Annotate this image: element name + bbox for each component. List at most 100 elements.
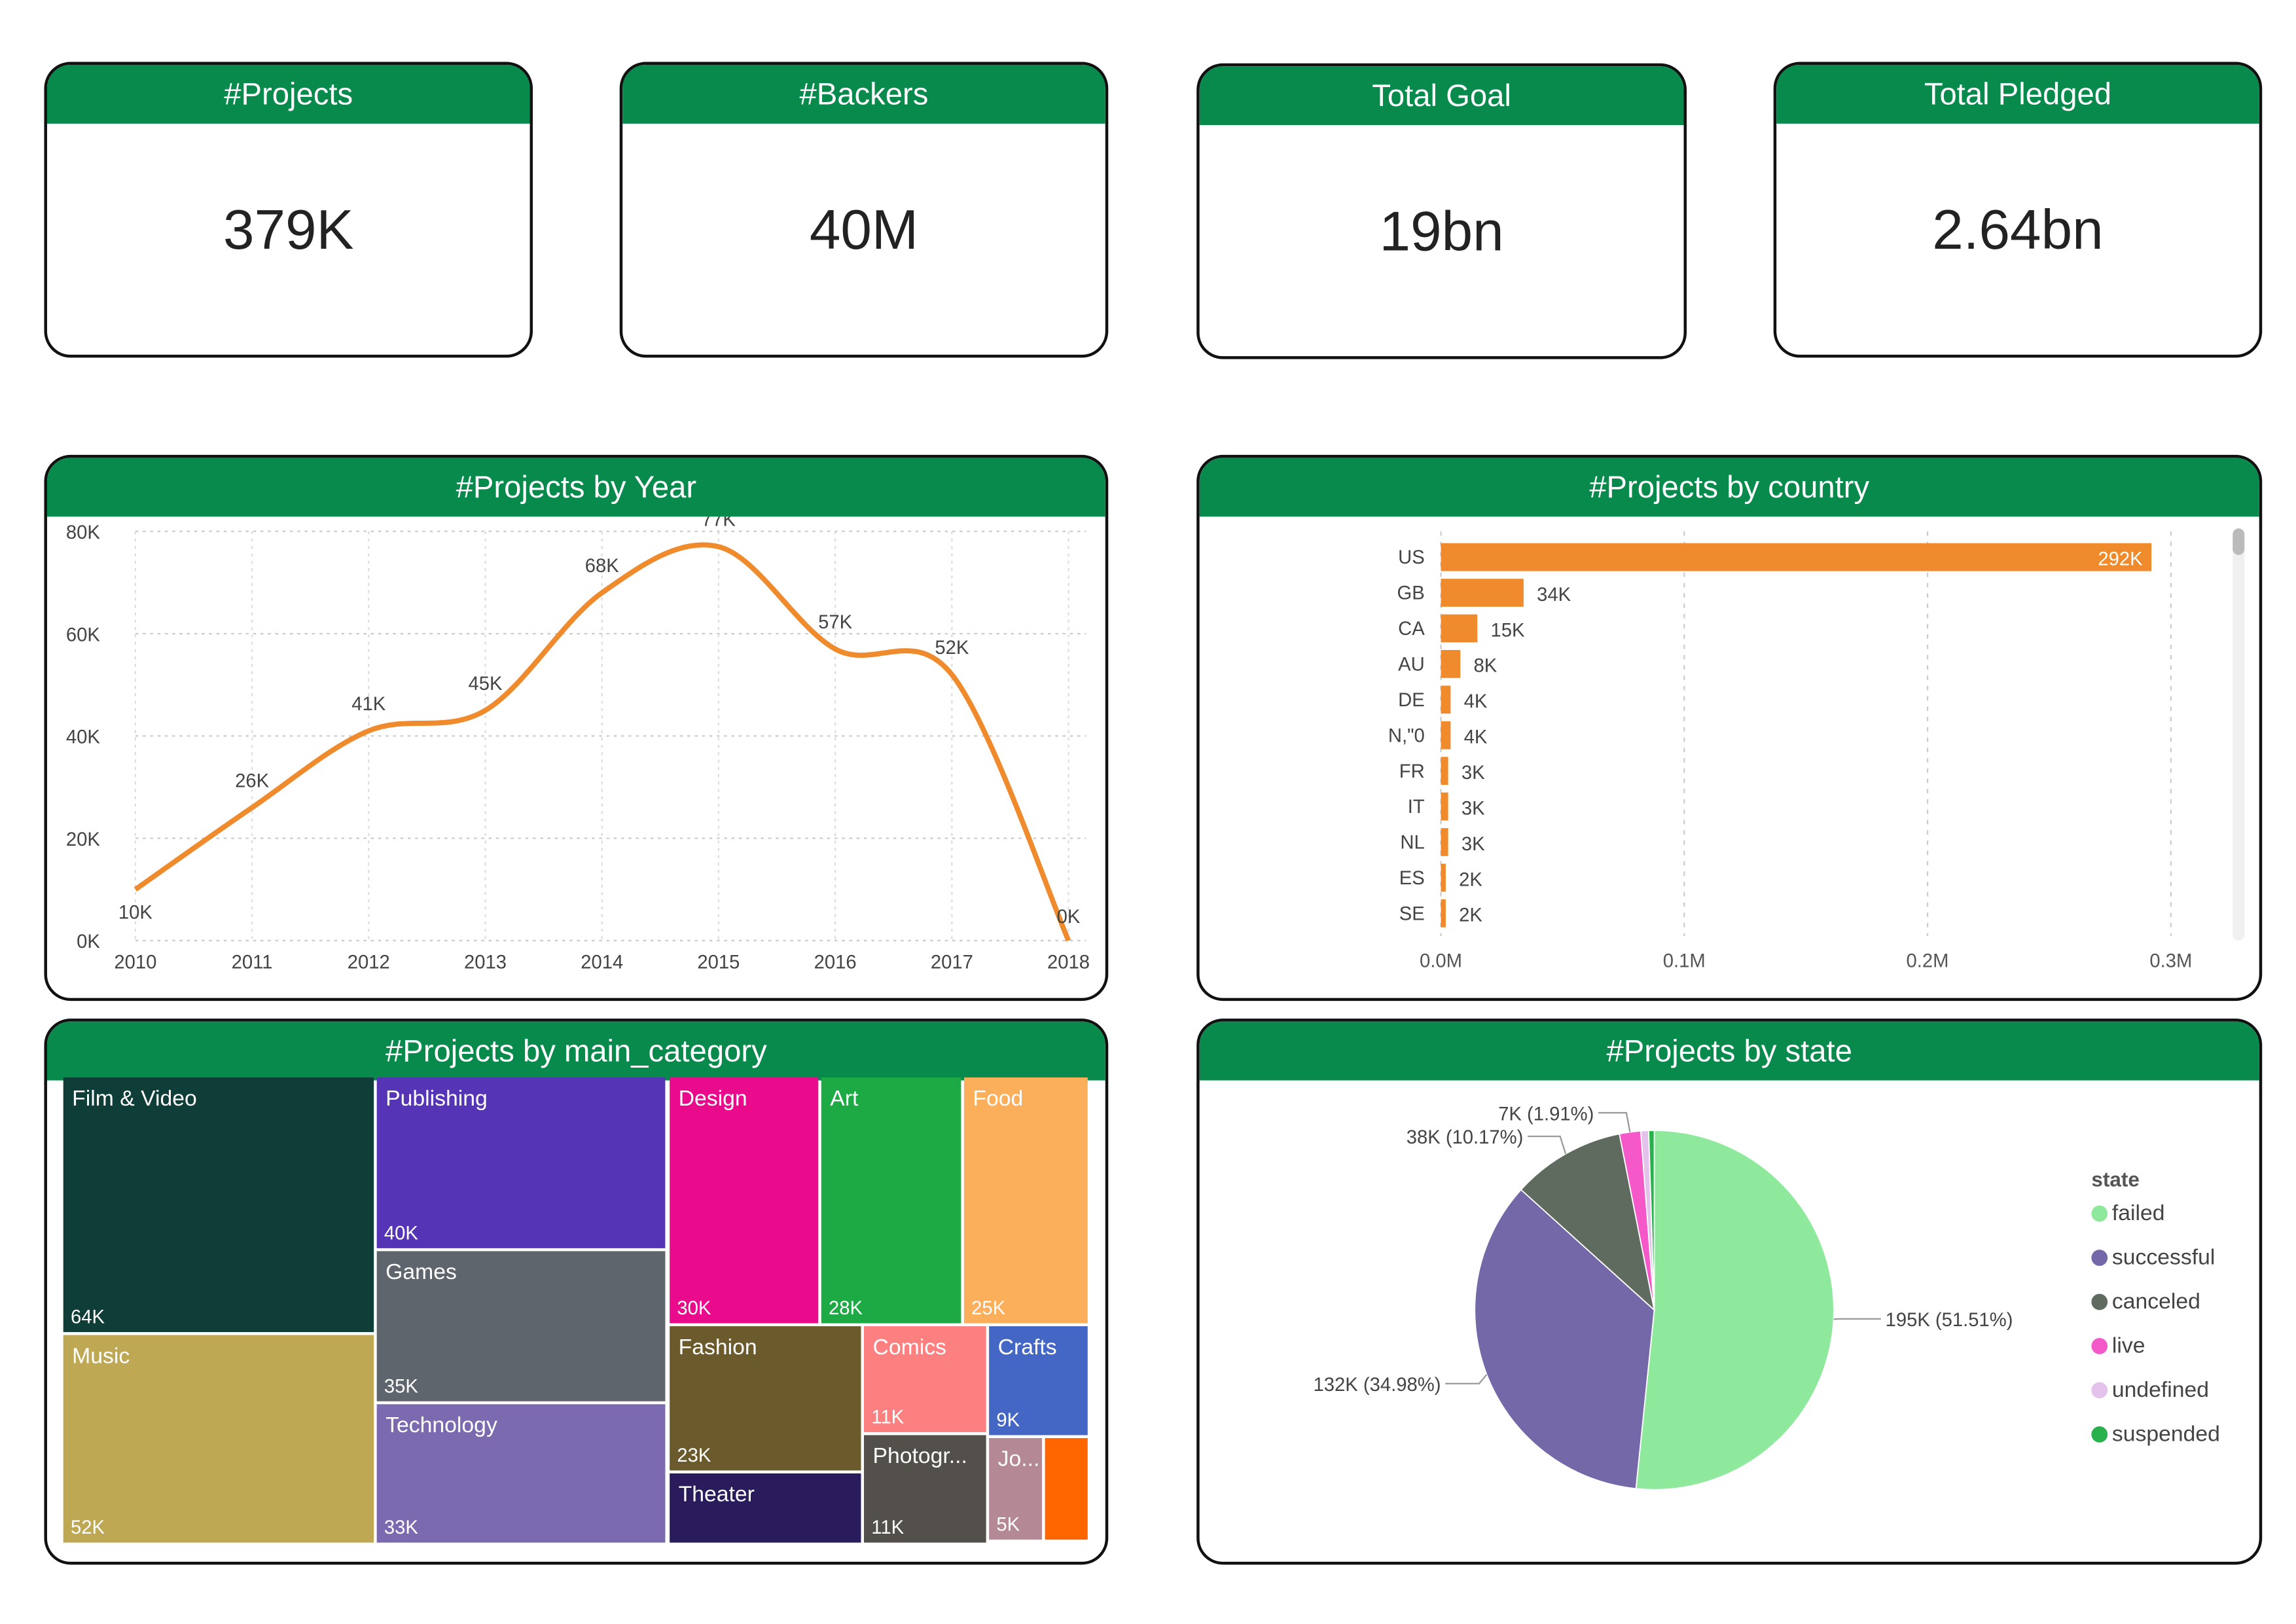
kpi-value: 40M [809,200,919,262]
data-label: 2K [1459,905,1482,926]
tile-value: 30K [677,1297,711,1319]
legend-label: live [2111,1333,2145,1359]
legend-item-undefined[interactable]: undefined [2091,1378,2209,1403]
bar [1441,721,1451,749]
x-tick-label: 2018 [1047,952,1090,973]
tile-value: 9K [996,1409,1020,1431]
treemap-tile[interactable]: Music 52K [63,1335,374,1543]
tile-value: 11K [871,1405,905,1428]
data-label: 3K [1462,798,1485,819]
legend-marker [2091,1338,2108,1354]
data-label: 68K [585,556,620,577]
tile-name: Jo... [997,1447,1040,1472]
x-tick-label: 0.0M [1420,950,1462,971]
tile-name: Music [72,1344,130,1369]
treemap-tile[interactable]: Jo... 5K [989,1437,1043,1540]
legend-label: suspended [2111,1422,2220,1447]
y-tick-label: 80K [66,522,101,543]
tile-value: 28K [829,1297,863,1319]
x-tick-label: 2013 [464,952,507,973]
y-tick-label: N,"0 [1388,725,1425,746]
legend-title: state [2091,1167,2140,1191]
tile-value: 23K [677,1443,711,1466]
x-tick-label: 2011 [232,952,273,973]
treemap-tile[interactable]: Theater [670,1473,861,1543]
kpi-title: Total Goal [1199,66,1684,126]
data-label: 57K [818,612,853,633]
kpi-value: 2.64bn [1932,200,2104,262]
legend-marker [2091,1293,2108,1310]
line-chart: 0K 20K 40K 60K 80K 2010 2011 2012 2013 2014 2015 20… [66,516,1090,973]
y-tick-label: 20K [66,829,101,850]
data-label: 34K [1537,585,1571,605]
y-tick-label: AU [1398,655,1425,676]
bar [1441,757,1448,785]
tile-name: Crafts [997,1335,1057,1360]
tile-value: 40K [384,1221,418,1244]
projects-by-year-panel: #Projects by Year 0K 20K 40K 60K 80K 2010 2011… [44,454,1109,1001]
legend-item-suspended[interactable]: suspended [2091,1422,2220,1447]
bar [1441,792,1448,821]
tile-name: Film & Video [72,1086,197,1111]
y-tick-label: US [1398,547,1425,568]
scrollbar[interactable] [2233,528,2245,941]
kpi-value: 379K [223,200,354,262]
y-tick-label: SE [1399,903,1425,924]
legend-item-live[interactable]: live [2091,1333,2145,1359]
treemap-tile[interactable]: Photogr... 11K [863,1435,986,1543]
data-label: 292K [2098,549,2143,570]
kpi-title: #Projects [46,64,530,124]
y-tick-label: FR [1399,761,1425,782]
data-label: 52K [935,638,969,659]
x-tick-label: 2012 [348,952,390,973]
tile-value: 64K [70,1305,105,1328]
data-label: 45K [469,674,503,695]
legend-label: successful [2111,1245,2215,1271]
panel-title: #Projects by country [1199,458,2259,517]
treemap-tile[interactable]: Design 30K [670,1077,819,1324]
legend-item-canceled[interactable]: canceled [2091,1290,2200,1314]
treemap-tile[interactable] [1045,1437,1088,1540]
legend-label: canceled [2111,1289,2200,1315]
treemap-tile[interactable]: Games 35K [376,1251,666,1401]
kpi-title: #Backers [622,64,1105,124]
treemap-tile[interactable]: Fashion 23K [670,1326,861,1471]
x-tick-label: 0.3M [2149,950,2192,971]
tile-value: 25K [971,1297,1006,1319]
treemap-tile[interactable]: Art 28K [821,1077,961,1324]
y-tick-label: ES [1399,868,1425,889]
x-tick-label: 0.2M [1907,950,1949,971]
treemap-tile[interactable]: Crafts 9K [989,1326,1088,1435]
legend-item-failed[interactable]: failed [2091,1201,2165,1226]
data-label: 26K [235,770,270,791]
bar-chart: 0.0M 0.1M 0.2M 0.3M US 292K GB 34K CA 15K AU 8K DE 4K… [1388,531,2192,971]
legend-item-successful[interactable]: successful [2091,1245,2215,1271]
scrollbar-thumb[interactable] [2233,528,2245,555]
bar [1441,650,1461,678]
bar [1441,543,2152,571]
tile-name: Theater [678,1482,755,1507]
tile-name: Design [678,1086,747,1111]
kpi-value: 19bn [1379,202,1504,264]
tile-value: 5K [996,1513,1020,1536]
panel-title: #Projects by main_category [46,1021,1105,1081]
y-tick-label: DE [1398,690,1425,711]
bar [1441,899,1446,928]
panel-title: #Projects by state [1199,1021,2259,1081]
treemap-tile[interactable]: Film & Video 64K [63,1077,374,1333]
tile-value: 52K [70,1516,105,1538]
data-label: 8K [1473,656,1497,677]
legend-marker [2091,1205,2108,1222]
y-tick-label: 60K [66,624,101,645]
legend-label: undefined [2111,1377,2210,1403]
treemap-tile[interactable]: Technology 33K [376,1404,666,1543]
x-tick-label: 2017 [931,952,973,973]
treemap-tile[interactable]: Food 25K [963,1077,1088,1324]
x-tick-label: 2010 [114,952,156,973]
treemap-tile[interactable]: Comics 11K [863,1326,986,1432]
treemap-tile[interactable]: Publishing 40K [376,1077,666,1248]
bar [1441,579,1524,607]
tile-name: Photogr... [872,1443,967,1470]
legend-marker [2091,1250,2108,1266]
